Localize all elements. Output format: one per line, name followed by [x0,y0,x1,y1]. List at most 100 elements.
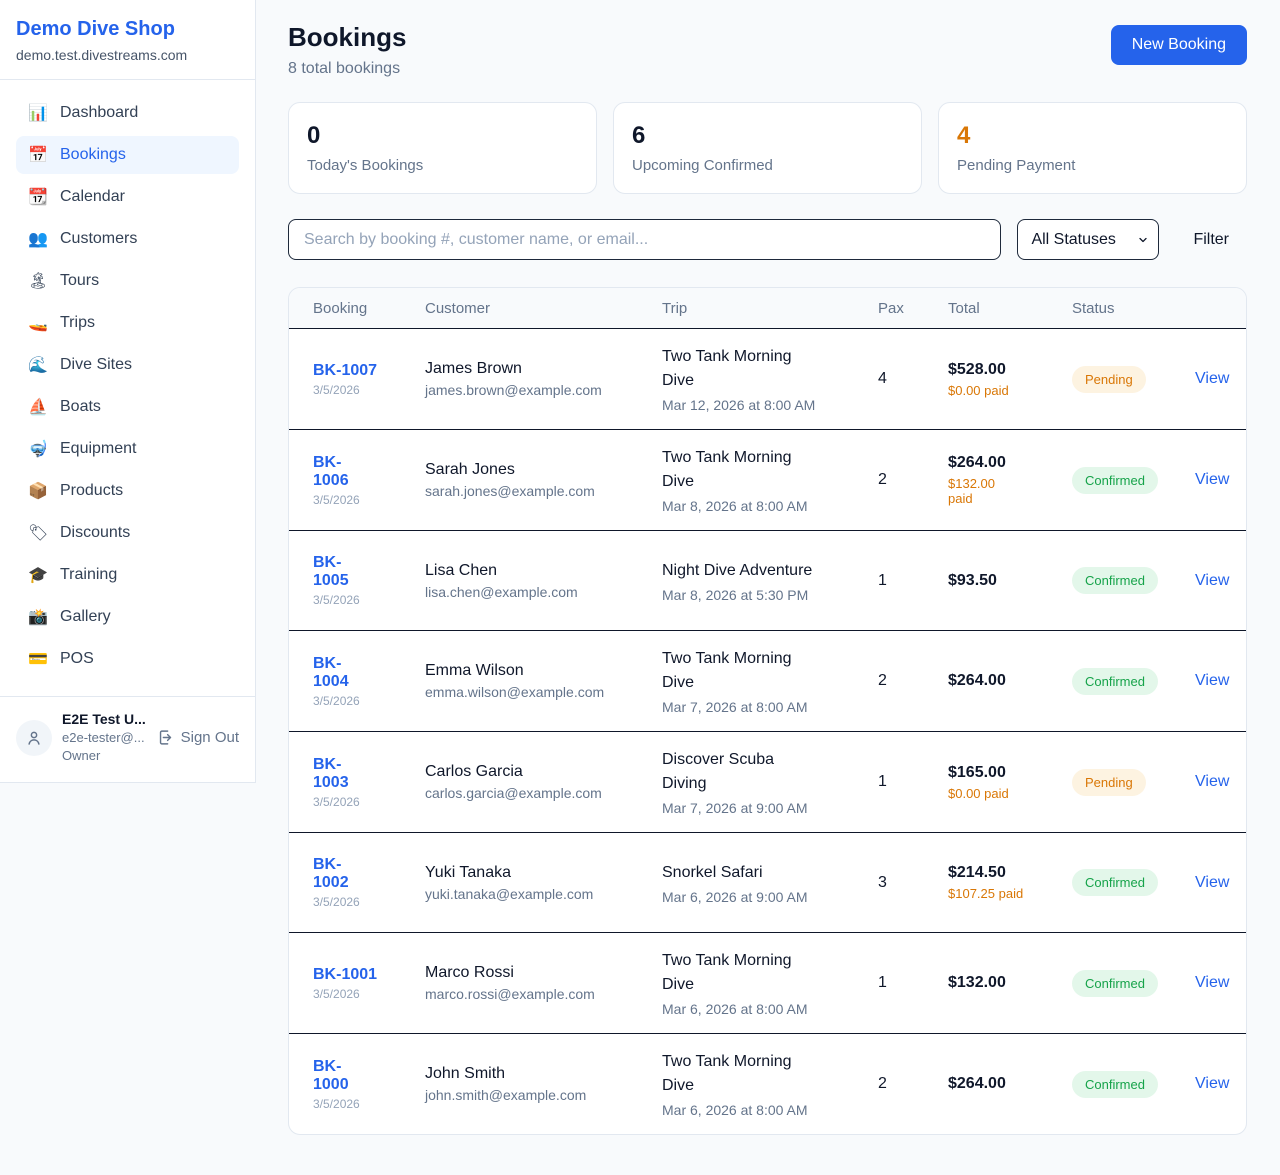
sidebar-item-label: Dive Sites [60,356,133,373]
customer-cell: James Brown james.brown@example.com [425,360,662,398]
customer-name: Carlos Garcia [425,763,523,780]
sidebar-item-products[interactable]: 📦 Products [16,472,239,510]
total-cell: $132.00 [948,974,1072,992]
sidebar-item-discounts[interactable]: 🏷 Discounts [16,514,239,552]
booking-id-link[interactable]: BK-1004 [313,654,349,690]
sidebar-item-gallery[interactable]: 📸 Gallery [16,598,239,636]
sidebar-item-bookings[interactable]: 📅 Bookings [16,136,239,174]
booking-id-link[interactable]: BK-1006 [313,453,349,489]
sidebar-item-training[interactable]: 🎓 Training [16,556,239,594]
view-link[interactable]: View [1195,1075,1230,1092]
user-icon [28,731,40,745]
page-title: Bookings [288,22,407,52]
booking-cell: BK-1001 3/5/2026 [313,966,425,1001]
customer-name: Lisa Chen [425,561,498,579]
trip-datetime: Mar 12, 2026 at 8:00 AM [662,397,816,413]
column-header-total: Total [948,299,980,317]
booking-id-link[interactable]: BK-1003 [313,755,349,791]
sidebar-item-equipment[interactable]: 🤿 Equipment [16,430,239,468]
actions-cell: View [1195,572,1246,590]
sidebar-item-label: Training [60,566,118,583]
status-cell: Pending [1072,768,1195,796]
island-icon: 🏝 [28,273,49,290]
sailboat-icon: ⛵ [28,399,48,416]
booking-id-link[interactable]: BK-1001 [313,965,378,983]
trip-cell: Two Tank Morning Dive Mar 6, 2026 at 8:0… [662,949,878,1017]
trip-datetime: Mar 7, 2026 at 8:00 AM [662,699,808,715]
sidebar-item-dive-sites[interactable]: 🌊 Dive Sites [16,346,239,384]
booking-cell: BK-1004 3/5/2026 [313,655,425,708]
table-row: BK-1007 3/5/2026 James Brown james.brown… [289,329,1246,430]
actions-cell: View [1195,370,1246,388]
table-body: BK-1007 3/5/2026 James Brown james.brown… [289,329,1246,1134]
sidebar-nav: 📊 Dashboard 📅 Bookings 📆 Calendar 👥 Cust… [0,80,255,696]
bookings-table: Booking Customer Trip Pax Total Status B… [288,287,1247,1135]
total-cell: $264.00 [948,672,1072,690]
status-cell: Confirmed [1072,567,1195,594]
pax-count: 3 [878,873,887,891]
sidebar-item-pos[interactable]: 💳 POS [16,640,239,678]
actions-cell: View [1195,672,1246,690]
sidebar-item-dashboard[interactable]: 📊 Dashboard [16,94,239,132]
customer-cell: Marco Rossi marco.rossi@example.com [425,964,662,1002]
status-filter-select[interactable]: All Statuses [1017,219,1160,260]
sign-out-button[interactable]: Sign Out [157,729,239,746]
sidebar-item-label: Gallery [60,608,111,625]
pax-count: 1 [878,571,887,589]
customer-name: John Smith [425,1065,506,1082]
booking-id-link[interactable]: BK-1005 [313,554,349,589]
search-input[interactable] [288,219,1002,260]
status-badge: Confirmed [1072,466,1158,494]
customer-email: carlos.garcia@example.com [425,785,602,801]
sidebar-item-label: Equipment [60,440,137,457]
trip-cell: Two Tank Morning Dive Mar 6, 2026 at 8:0… [662,1050,878,1118]
column-header-status: Status [1072,299,1115,317]
total-cell: $264.00 [948,1075,1072,1093]
booking-date: 3/5/2026 [313,492,360,507]
sidebar-item-boats[interactable]: ⛵ Boats [16,388,239,426]
table-row: BK-1000 3/5/2026 John Smith john.smith@e… [289,1034,1246,1134]
sidebar-item-calendar[interactable]: 📆 Calendar [16,178,239,216]
brand-header: Demo Dive Shop demo.test.divestreams.com [0,0,255,80]
sign-out-label: Sign Out [180,729,239,747]
sidebar-item-trips[interactable]: 🚤 Trips [16,304,239,342]
sidebar-user-footer: E2E Test U... e2e-tester@... Owner Sign … [0,696,255,782]
booking-date: 3/5/2026 [313,1096,360,1111]
page-subtitle: 8 total bookings [288,60,401,77]
page-header-text: Bookings 8 total bookings [288,22,406,78]
trip-name: Two Tank Morning Dive [662,952,792,993]
sidebar-item-tours[interactable]: 🏝 Tours [16,262,239,300]
view-link[interactable]: View [1195,370,1230,387]
speedboat-icon: 🚤 [28,315,48,332]
sidebar-item-customers[interactable]: 👥 Customers [16,220,239,258]
view-link[interactable]: View [1195,471,1230,488]
view-link[interactable]: View [1195,974,1230,991]
booking-id-link[interactable]: BK-1007 [313,361,378,379]
customer-cell: Emma Wilson emma.wilson@example.com [425,662,662,700]
sidebar-item-label: Boats [60,398,101,415]
trip-datetime: Mar 6, 2026 at 9:00 AM [662,888,808,905]
total-cell: $264.00 $132.00 paid [948,454,1072,506]
booking-id-link[interactable]: BK-1002 [313,856,349,891]
trip-name: Two Tank Morning Dive [662,1053,792,1094]
filter-button[interactable]: Filter [1175,231,1247,249]
trip-cell: Snorkel Safari Mar 6, 2026 at 9:00 AM [662,861,878,905]
paid-amount: $132.00 paid [948,476,995,506]
sidebar-item-label: Dashboard [60,104,139,121]
table-row: BK-1004 3/5/2026 Emma Wilson emma.wilson… [289,631,1246,732]
total-amount: $165.00 [948,763,1006,781]
booking-id-link[interactable]: BK-1000 [313,1057,349,1093]
dive-mask-icon: 🤿 [28,441,48,458]
stat-card-todays-bookings: 0 Today's Bookings [288,102,597,194]
status-cell: Confirmed [1072,969,1195,997]
stat-label: Today's Bookings [307,157,424,174]
view-link[interactable]: View [1195,773,1230,790]
view-link[interactable]: View [1195,571,1230,589]
new-booking-button[interactable]: New Booking [1110,25,1247,65]
sidebar-item-label: Trips [60,314,95,331]
customer-name: Sarah Jones [425,461,515,478]
customer-cell: Carlos Garcia carlos.garcia@example.com [425,763,662,801]
view-link[interactable]: View [1195,873,1230,891]
view-link[interactable]: View [1195,672,1230,689]
status-badge: Confirmed [1072,869,1158,896]
